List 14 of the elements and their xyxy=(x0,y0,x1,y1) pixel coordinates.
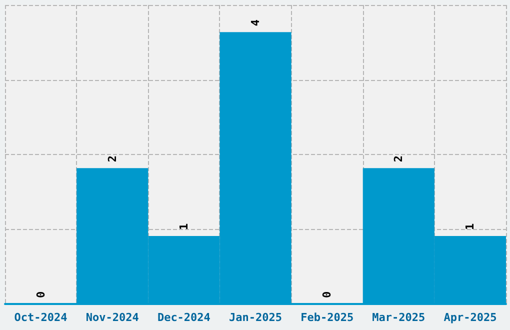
data-label: 1 xyxy=(177,223,190,230)
x-tick-label: Oct-2024 xyxy=(14,311,68,324)
data-label: 0 xyxy=(34,291,48,298)
data-label: 2 xyxy=(392,155,406,162)
x-tick-label: Feb-2025 xyxy=(300,311,354,324)
data-label: 2 xyxy=(106,155,119,162)
x-tick-label: Jan-2025 xyxy=(229,311,282,324)
data-label: 0 xyxy=(320,291,334,298)
x-tick-label: Apr-2025 xyxy=(444,311,497,324)
x-tick-label: Dec-2024 xyxy=(157,311,211,324)
data-label: 1 xyxy=(464,223,477,230)
x-tick-label: Nov-2024 xyxy=(86,311,140,324)
x-tick-label: Mar-2025 xyxy=(372,311,426,324)
data-label: 4 xyxy=(249,19,262,26)
